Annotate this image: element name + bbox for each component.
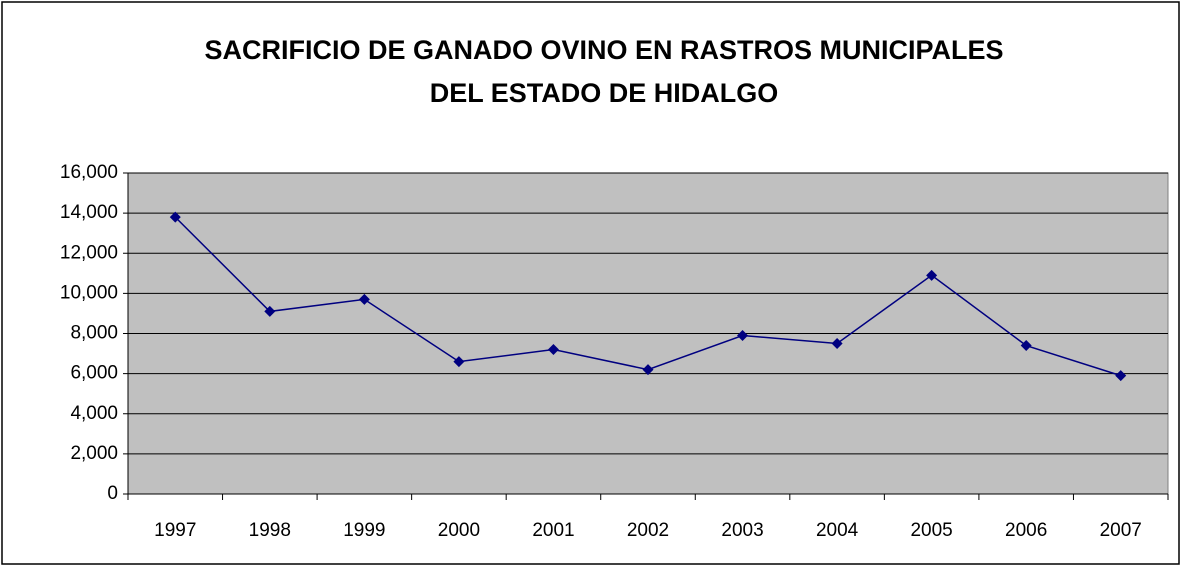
y-tick-label: 12,000 <box>60 242 118 263</box>
y-tick-label: 4,000 <box>70 403 118 424</box>
marker <box>169 211 181 223</box>
marker <box>547 344 559 356</box>
x-tick-label: 1999 <box>343 520 385 541</box>
x-tick-label: 1997 <box>154 520 196 541</box>
x-tick-label: 2006 <box>1005 520 1047 541</box>
marker <box>1115 370 1127 382</box>
x-tick-label: 2005 <box>910 520 952 541</box>
y-tick-label: 0 <box>107 483 118 504</box>
marker <box>831 338 843 350</box>
x-tick-label: 2003 <box>721 520 763 541</box>
y-tick-label: 16,000 <box>60 162 118 183</box>
y-tick-label: 2,000 <box>70 443 118 464</box>
marker <box>737 330 749 342</box>
marker <box>926 269 938 281</box>
y-tick-label: 8,000 <box>70 323 118 344</box>
x-tick-label: 2001 <box>532 520 574 541</box>
marker <box>358 293 370 305</box>
y-tick-label: 6,000 <box>70 363 118 384</box>
marker <box>453 356 465 368</box>
x-tick-label: 2004 <box>816 520 859 541</box>
marker <box>1020 340 1032 352</box>
marker <box>264 305 276 317</box>
y-tick-label: 14,000 <box>60 202 118 223</box>
x-tick-label: 2007 <box>1100 520 1142 541</box>
x-tick-label: 1998 <box>249 520 291 541</box>
y-tick-label: 10,000 <box>60 282 118 303</box>
x-tick-label: 2000 <box>438 520 480 541</box>
chart-title: SACRIFICIO DE GANADO OVINO EN RASTROS MU… <box>204 35 1003 65</box>
marker <box>642 364 654 376</box>
x-tick-label: 2002 <box>627 520 669 541</box>
chart-title: DEL ESTADO DE HIDALGO <box>430 78 779 108</box>
